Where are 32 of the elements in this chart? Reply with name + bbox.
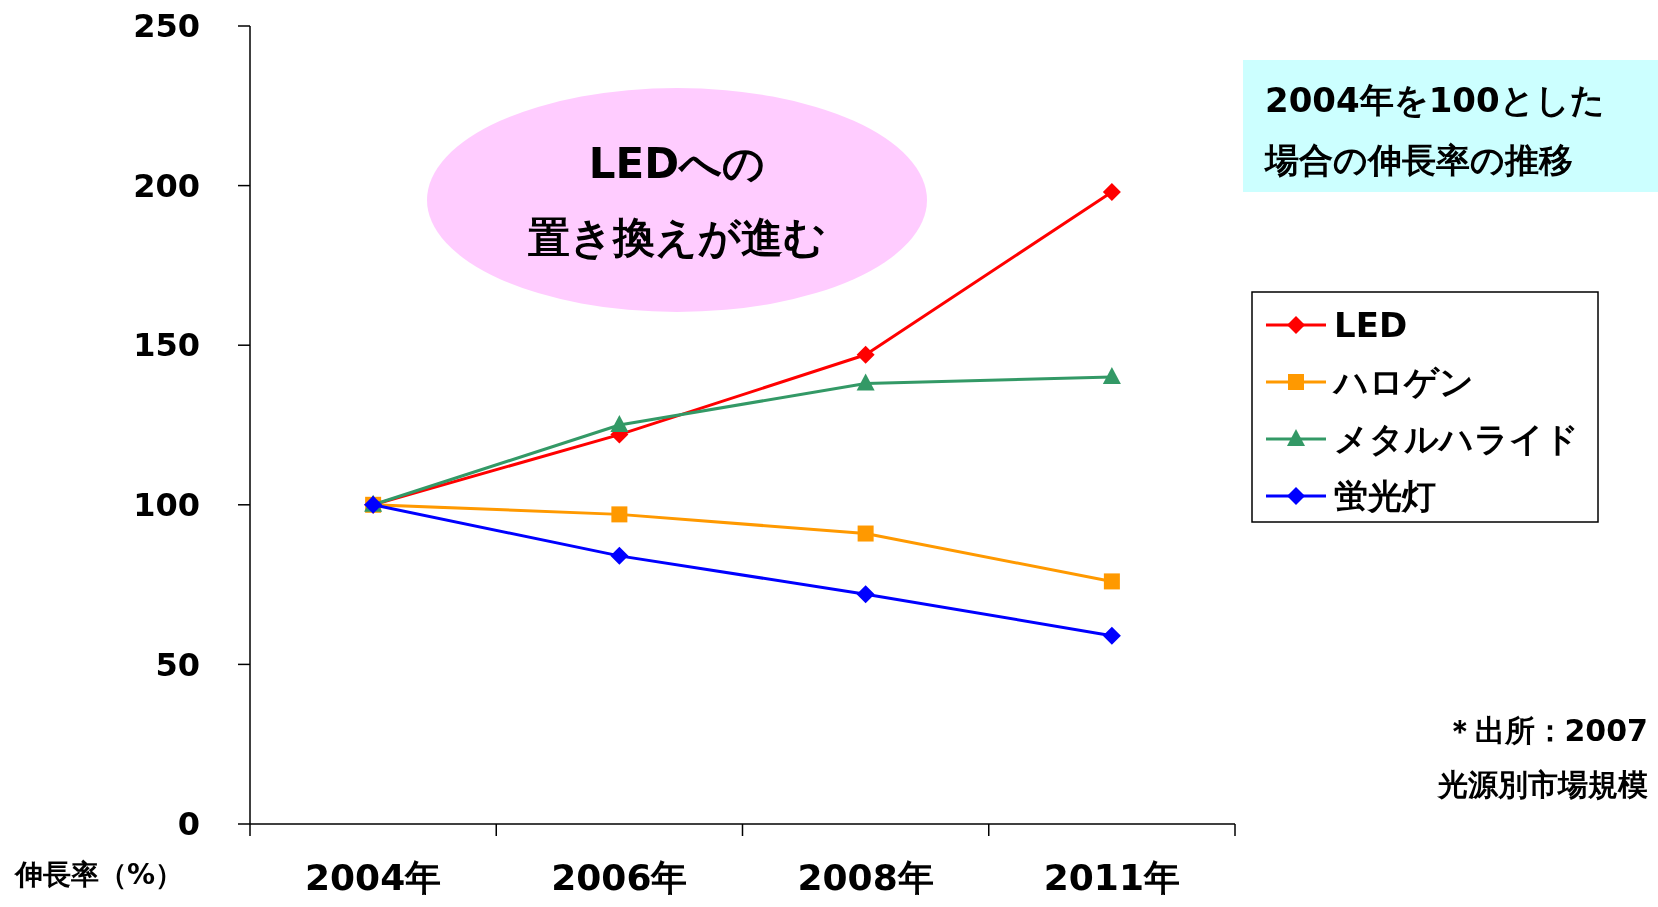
text: 場合の伸長率の推移	[1263, 139, 1573, 180]
point	[1102, 182, 1121, 201]
point	[1103, 573, 1120, 590]
point	[857, 525, 874, 542]
x-tick-label: 2008年	[797, 857, 934, 898]
y-tick-label: 200	[133, 166, 200, 205]
legend-label: ハロゲン	[1332, 361, 1474, 402]
y-axis-title: 伸長率（%）	[13, 858, 184, 891]
x-tick-label: 2004年	[305, 857, 442, 898]
text: 2004年を100とした	[1265, 79, 1605, 120]
point	[856, 373, 875, 391]
point	[1102, 367, 1121, 385]
annotation: LEDへの	[588, 138, 766, 188]
y-tick-label: 100	[133, 486, 200, 524]
point	[610, 415, 629, 432]
x-tick-label: 2011年	[1043, 857, 1180, 898]
point	[1102, 626, 1121, 645]
point	[611, 506, 628, 523]
legend-label: メタルハライド	[1334, 418, 1579, 459]
point	[856, 585, 875, 604]
text: ＊出所：2007	[1444, 712, 1648, 748]
annotation: 置き換えが進む	[528, 212, 826, 262]
legend-label: 蛍光灯	[1334, 475, 1436, 516]
point	[856, 345, 875, 364]
y-tick-label: 150	[133, 326, 200, 365]
x-tick-label: 2006年	[551, 857, 688, 898]
text: 光源別市場規模	[1436, 766, 1648, 802]
point	[610, 546, 629, 565]
y-tick-label: 250	[133, 7, 200, 46]
legend-label: LED	[1334, 304, 1408, 345]
y-tick-label: 0	[177, 805, 200, 844]
y-tick-label: 50	[155, 645, 200, 684]
